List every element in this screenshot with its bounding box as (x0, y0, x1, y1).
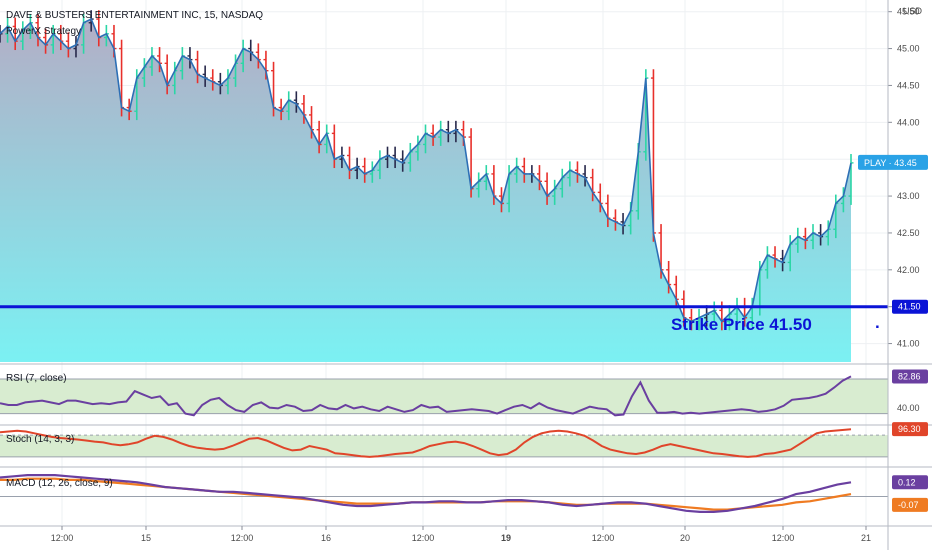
price-tick-label: 45.50 (897, 7, 920, 17)
macd-signal-badge: -0.07 (898, 500, 919, 510)
price-area (0, 19, 851, 362)
price-axis: 41.0041.5042.0042.5043.0043.5044.0044.50… (888, 7, 920, 349)
macd-signal-line (0, 477, 852, 511)
rsi-band (0, 378, 888, 414)
time-tick-label: 19 (501, 533, 511, 543)
time-axis: 12:00 15 12:00 16 12:00 19 12:00 20 12:00 21 (51, 526, 871, 543)
strike-badge-box (892, 299, 928, 314)
rsi-badge-box (892, 369, 928, 384)
strike-dot: . (875, 313, 880, 332)
price-tick-label: 42.50 (897, 228, 920, 238)
price-tick-label: 45.00 (897, 44, 920, 54)
time-tick-label: 21 (861, 533, 871, 543)
stoch-title: Stoch (14, 3, 3) (6, 434, 74, 445)
price-tick-label: 44.50 (897, 80, 920, 90)
time-tick-label: 16 (321, 533, 331, 543)
macd-badge-box (892, 475, 928, 490)
macd-panel: MACD (12, 26, close, 9) (0, 474, 888, 513)
time-tick-label: 12:00 (51, 533, 74, 543)
last-price-badge: PLAY · 43.45 (864, 158, 917, 168)
strike-badge: 41.50 (898, 302, 921, 312)
macd-badge: 0.12 (898, 477, 916, 487)
rsi-line (0, 375, 852, 417)
price-line (0, 18, 852, 323)
strike-label: Strike Price 41.50 (671, 315, 812, 334)
macd-signal-badge-box (892, 497, 928, 512)
chart-title: DAVE & BUSTERS ENTERTAINMENT INC, 15, NA… (6, 10, 263, 21)
stoch-band (0, 435, 888, 457)
value-badges: PLAY · 43.45 41.50 82.86 96.30 0.12 -0.07 (858, 154, 928, 512)
rsi-panel: RSI (7, close) 40.00 (0, 373, 920, 417)
price-tick-label: 42.00 (897, 265, 920, 275)
time-tick-label: 12:00 (231, 533, 254, 543)
rsi-tick-label: 40.00 (897, 403, 920, 413)
price-tick-label: 44.00 (897, 117, 920, 127)
rsi-badge: 82.86 (898, 372, 921, 382)
indicator-name: PowerX Strategy (6, 26, 81, 37)
currency-label: USD (903, 6, 923, 16)
time-tick-label: 15 (141, 533, 151, 543)
rsi-title: RSI (7, close) (6, 373, 67, 384)
stoch-badge: 96.30 (898, 424, 921, 434)
last-price-badge-box (858, 154, 928, 170)
price-tick-label: 43.00 (897, 191, 920, 201)
time-tick-label: 20 (680, 533, 690, 543)
time-tick-label: 12:00 (772, 533, 795, 543)
price-panel: Strike Price 41.50 . 41.00 41.50 42.00 42.5… (0, 0, 920, 525)
macd-line (0, 474, 852, 513)
time-tick-label: 12:00 (592, 533, 615, 543)
price-tick-label: 41.00 (897, 339, 920, 349)
time-tick-label: 12:00 (412, 533, 435, 543)
stoch-panel: Stoch (14, 3, 3) (0, 428, 888, 458)
stoch-badge-box (892, 422, 928, 437)
stoch-line (0, 428, 852, 458)
macd-title: MACD (12, 26, close, 9) (6, 478, 113, 489)
